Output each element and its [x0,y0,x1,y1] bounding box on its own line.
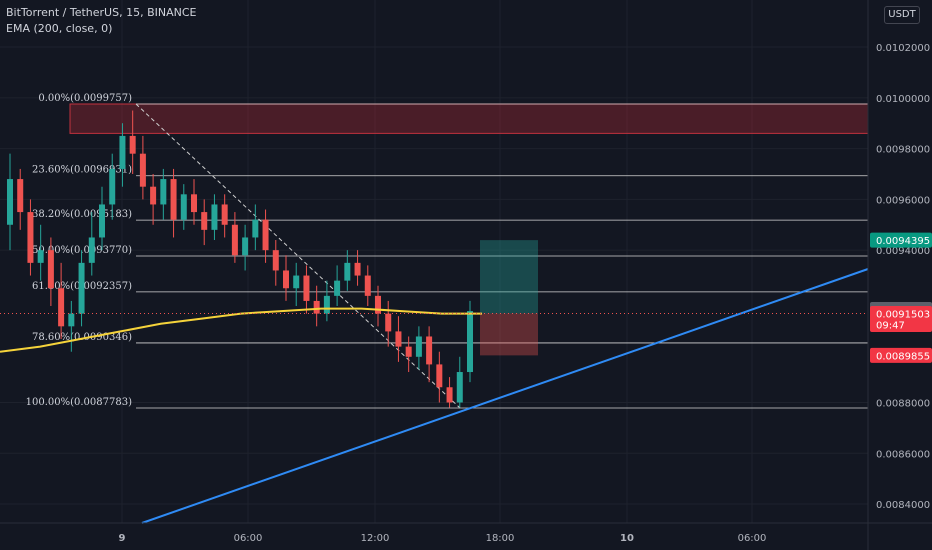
candle-body [47,250,54,289]
candle-body [211,204,218,230]
ascending-trendline [141,268,869,524]
candle-body [395,331,402,347]
price-tick-label: 0.0084000 [876,500,930,511]
price-tick-label: 0.0102000 [876,43,930,54]
candle-body [375,295,381,314]
candle-body [88,237,95,263]
currency-button[interactable]: USDT [884,6,920,24]
time-tick-label: 10 [620,533,634,544]
resistance-zone [69,103,869,134]
long-position-tool [480,240,538,356]
price-tick-label: 0.0096000 [876,195,930,206]
fib-level-label: 100.00%(0.0087783) [26,397,132,408]
candle-body [180,194,187,220]
candle-body [150,186,157,205]
candle-body [7,179,13,225]
candle-body [344,262,351,281]
candle-body [334,280,341,296]
price-tick-label: 0.0086000 [876,449,930,460]
fib-level-label: 78.60%(0.0090346) [32,332,132,343]
candle-body [303,275,310,301]
price-tick-label: 0.0088000 [876,398,930,409]
candle-body [385,313,392,332]
price-tag-countdown: 09:47 [876,321,905,332]
candle-body [119,135,126,169]
candle-body [272,250,279,271]
grid-lines [0,0,868,523]
candle-body [323,295,330,314]
candle-body [242,237,249,256]
candle-body [467,311,473,373]
time-axis[interactable]: 9 06:00 12:00 18:00 10 06:00 [0,522,932,544]
candle-body [37,250,44,263]
candle-body [170,179,177,220]
time-tick-label: 18:00 [486,533,515,544]
symbol-title[interactable]: BitTorrent / TetherUS, 15, BINANCE [6,6,197,19]
time-tick-label: 12:00 [361,533,390,544]
price-tag-label: 0.0094395 [876,236,930,247]
candle-body [160,179,167,205]
time-tick-label: 9 [119,533,126,544]
price-tick-label: 0.0098000 [876,145,930,156]
candle-body [293,275,300,289]
candle-body [139,153,146,187]
price-tag-stop_loss [870,347,932,363]
candle-body [99,204,105,238]
candle-body [191,194,197,213]
price-tag-label: 0.0089855 [876,351,930,362]
candle-body [405,346,412,357]
time-tick-label: 06:00 [234,533,263,544]
time-tick-label: 06:00 [738,533,767,544]
candle-body [364,275,371,296]
price-tick-label: 0.0094000 [876,246,930,257]
candle-body [446,387,453,403]
price-tag-take_profit [870,232,932,248]
stop-loss-zone [480,313,538,356]
candle-body [426,336,433,365]
fib-level-label: 38.20%(0.0095183) [32,209,132,220]
candle-body [252,219,259,238]
price-tag-label: 0.0091503 [876,310,930,321]
price-axis[interactable]: 0.0102000 0.0100000 0.0098000 0.0096000 0.00… [867,0,930,550]
candle-body [129,135,136,154]
price-tick-label: 0.0100000 [876,94,930,105]
candle-body [283,270,289,289]
take-profit-zone [480,240,538,314]
price-tags: 0.00943950.00916640.009150309:470.008985… [870,232,932,363]
chart-overlays [0,268,869,524]
candle-body [17,179,24,213]
fib-level-label: 0.00%(0.0099757) [38,93,132,104]
candle-body [231,224,238,256]
fib-level-label: 23.60%(0.0096931) [32,165,132,176]
candle-body [58,288,65,327]
candle-body [436,364,443,388]
candle-body [109,168,116,205]
candle-body [415,336,422,357]
candle-body [68,313,75,327]
candle-body [456,372,463,403]
price-tag-last [870,306,932,333]
candle-body [27,212,34,263]
candle-body [354,262,361,276]
candle-body [78,262,85,314]
indicator-legend[interactable]: EMA (200, close, 0) [6,22,113,35]
candle-body [221,204,228,225]
candle-body [313,300,320,314]
resistance-zone-box [69,103,869,134]
candle-body [262,219,269,251]
candle-body [201,212,208,230]
